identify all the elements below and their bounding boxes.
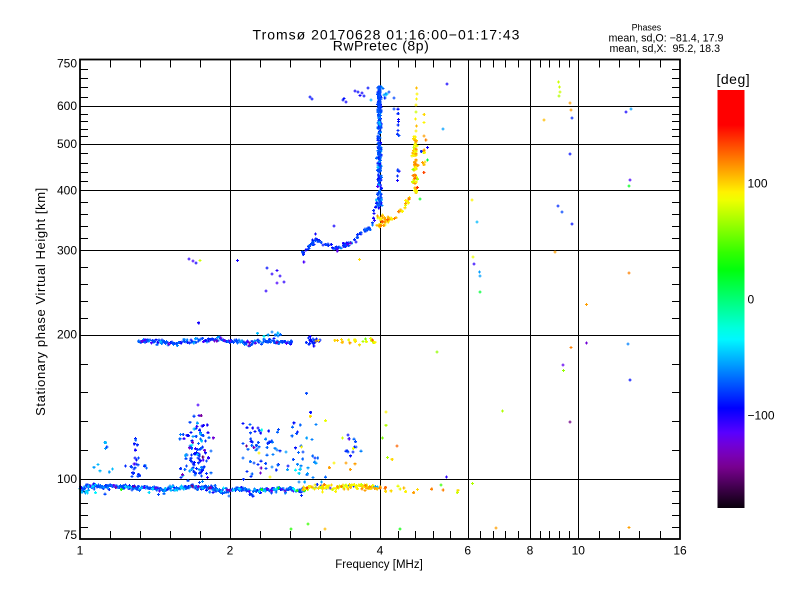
svg-text:mean, sd,X: 95.2, 18.3: mean, sd,X: 95.2, 18.3 (610, 43, 721, 55)
svg-text:Tromsø 20170628 01:16:00−01:17: Tromsø 20170628 01:16:00−01:17:43 (253, 27, 521, 43)
svg-text:mean, sd,O: −81.4, 17.9: mean, sd,O: −81.4, 17.9 (609, 32, 724, 44)
svg-text:16: 16 (673, 544, 687, 558)
svg-text:2: 2 (227, 544, 234, 558)
svg-text:6: 6 (464, 544, 471, 558)
svg-text:600: 600 (57, 99, 77, 113)
svg-text:75: 75 (64, 528, 78, 542)
svg-text:500: 500 (57, 137, 77, 151)
svg-text:−100: −100 (748, 409, 775, 423)
svg-text:Phases: Phases (632, 22, 662, 32)
svg-text:[deg]: [deg] (717, 71, 751, 87)
svg-text:100: 100 (748, 176, 768, 190)
svg-text:Stationary phase Virtual Heigh: Stationary phase Virtual Height [km] (33, 187, 48, 416)
svg-text:750: 750 (57, 57, 77, 71)
svg-text:10: 10 (572, 544, 586, 558)
svg-text:0: 0 (748, 293, 755, 307)
svg-text:4: 4 (377, 544, 384, 558)
svg-text:Frequency [MHz]: Frequency [MHz] (335, 559, 423, 571)
svg-text:200: 200 (57, 328, 77, 342)
svg-text:1: 1 (77, 544, 84, 558)
svg-text:RwPretec (8p): RwPretec (8p) (333, 38, 430, 54)
svg-text:400: 400 (57, 183, 77, 197)
svg-text:100: 100 (57, 472, 77, 486)
svg-text:8: 8 (527, 544, 534, 558)
svg-text:300: 300 (57, 243, 77, 257)
